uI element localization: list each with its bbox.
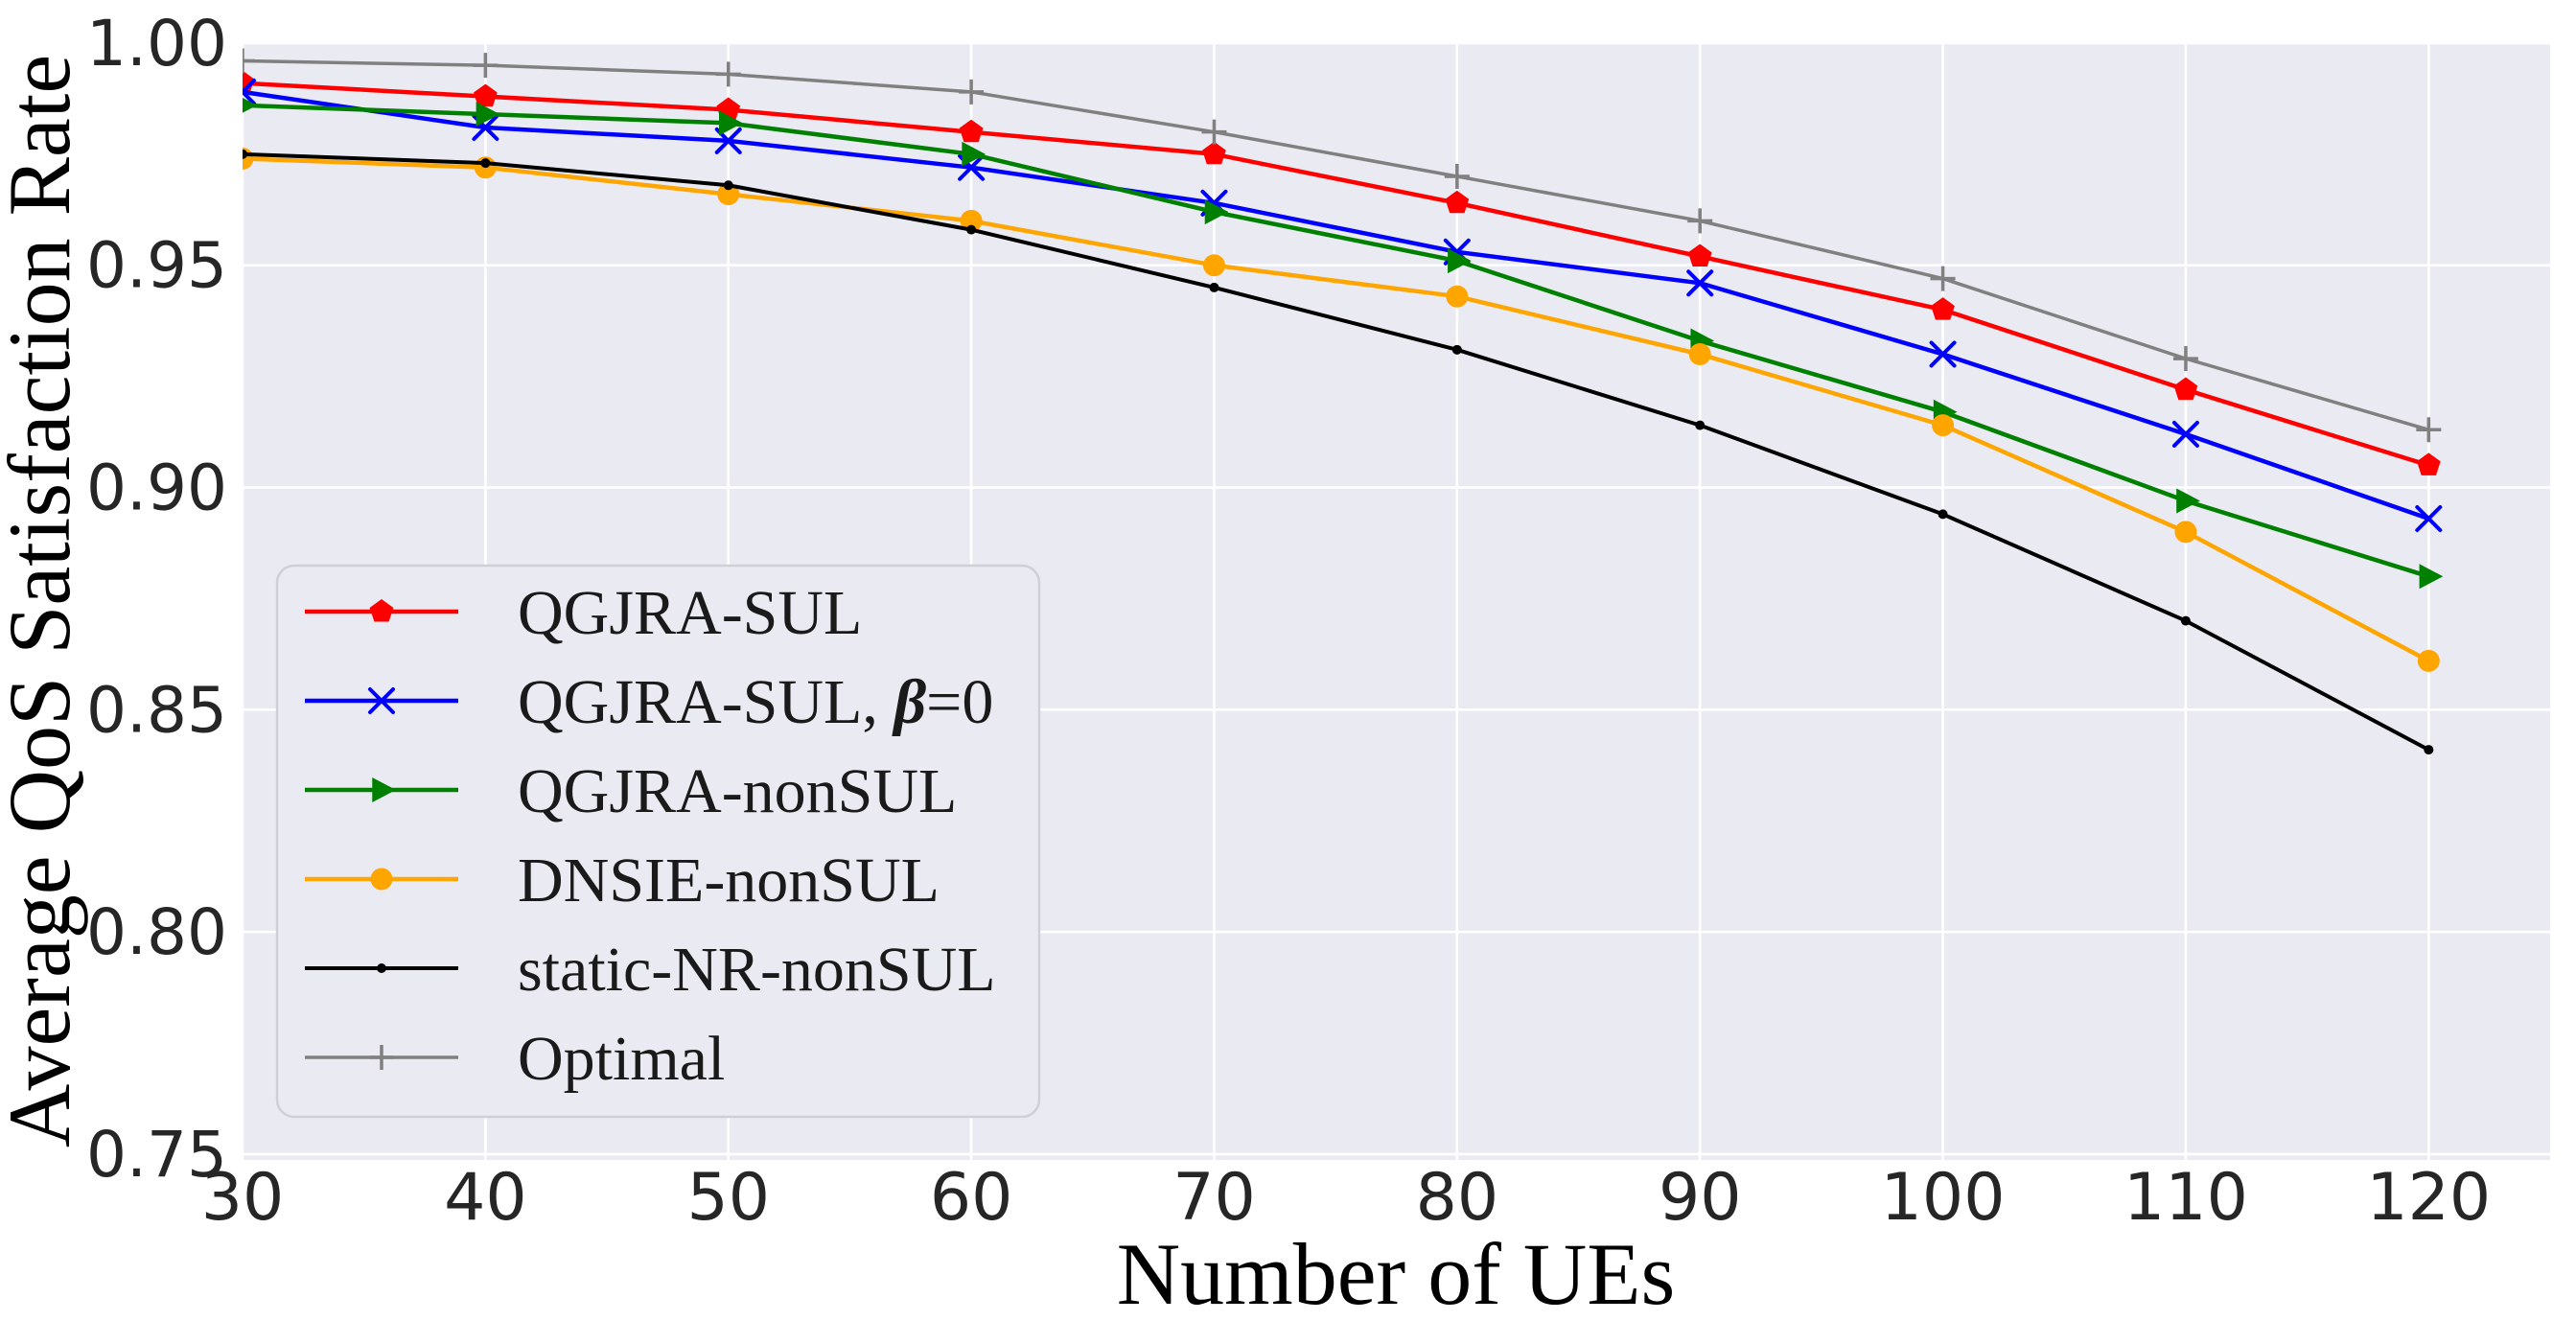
series-line-static-nr-nonsul xyxy=(243,151,2430,752)
series-line-dnsie-nonsul xyxy=(243,156,2430,663)
x-tick-label: 40 xyxy=(444,1160,527,1236)
x-tick-label: 60 xyxy=(930,1160,1013,1236)
data-point-marker-x xyxy=(2171,420,2199,448)
data-point-marker-x xyxy=(2415,504,2443,532)
series-line-qgjra-nonsul xyxy=(243,103,2429,579)
data-point-marker-point xyxy=(1695,420,1706,430)
data-point-marker-point xyxy=(243,149,247,159)
x-tick-label: 80 xyxy=(1416,1160,1499,1236)
data-point-marker-x xyxy=(714,127,742,154)
y-tick-label: 1.00 xyxy=(86,7,227,81)
data-point-marker-pentagon xyxy=(2417,452,2441,475)
data-point-marker-pentagon xyxy=(1202,141,1226,165)
data-point-marker-triangle-right xyxy=(2419,564,2444,590)
data-point-marker-circle xyxy=(1932,414,1955,437)
data-point-marker-pentagon xyxy=(1445,190,1470,214)
data-point-marker-circle xyxy=(1446,285,1469,308)
data-point-marker-triangle-right xyxy=(962,141,986,167)
legend-item-optimal: Optimal xyxy=(305,1024,725,1094)
legend-label: QGJRA-nonSUL xyxy=(518,756,957,826)
series-line-qgjra-sul xyxy=(243,81,2429,468)
data-point-marker-x xyxy=(1686,269,1714,297)
data-point-marker-x xyxy=(243,89,256,105)
legend-item-static-nr-nonsul: static-NR-nonSUL xyxy=(305,935,996,1005)
data-point-marker-pentagon xyxy=(474,83,498,107)
legend-item-qgjra-nonsul: QGJRA-nonSUL xyxy=(305,756,957,826)
data-point-marker-triangle-right xyxy=(2176,488,2200,514)
data-point-marker-point xyxy=(1451,344,1462,355)
data-point-marker-x xyxy=(958,153,986,181)
data-point-marker-point xyxy=(1209,282,1219,292)
data-point-marker-pentagon xyxy=(959,119,984,143)
data-point-marker-point xyxy=(2424,745,2434,755)
data-point-marker-circle xyxy=(717,183,740,206)
x-axis-tick-labels: 30 40 50 60 70 80 90 100 110 120 xyxy=(201,1160,2491,1236)
data-point-marker-circle xyxy=(370,868,393,891)
y-tick-label: 0.85 xyxy=(86,673,227,747)
x-tick-label: 120 xyxy=(2366,1160,2491,1236)
legend-item-qgjra-sul-0: QGJRA-SUL, β=0 xyxy=(305,667,993,737)
data-point-marker-triangle-right xyxy=(718,110,743,136)
data-point-marker-pentagon xyxy=(369,599,394,622)
legend-label: static-NR-nonSUL xyxy=(518,935,996,1005)
legend-label: QGJRA-SUL xyxy=(518,578,862,648)
data-point-marker-point xyxy=(2180,615,2191,626)
data-point-marker-triangle-right xyxy=(476,102,500,127)
data-point-marker-triangle-right xyxy=(1204,199,1229,225)
data-point-marker-point xyxy=(723,180,733,191)
x-tick-label: 70 xyxy=(1172,1160,1256,1236)
x-tick-label: 30 xyxy=(201,1160,285,1236)
data-point-marker-triangle-right xyxy=(372,777,396,802)
x-tick-label: 110 xyxy=(2123,1160,2248,1236)
legend-label: QGJRA-SUL, β=0 xyxy=(518,667,993,737)
data-point-marker-pentagon xyxy=(1931,297,1955,320)
data-point-marker-circle xyxy=(1688,342,1711,365)
data-point-marker-triangle-right xyxy=(1448,248,1472,274)
y-tick-label: 0.90 xyxy=(86,452,227,525)
x-tick-label: 90 xyxy=(1659,1160,1742,1236)
data-point-marker-circle xyxy=(2417,649,2440,672)
series-optimal xyxy=(243,48,2442,443)
y-tick-label: 0.80 xyxy=(86,895,227,969)
legend: QGJRA-SUL QGJRA-SUL, β=0 QGJRA-nonSUL DNSIE… xyxy=(275,564,1041,1119)
legend-box xyxy=(275,564,1041,1119)
data-point-marker-pentagon xyxy=(2173,377,2198,401)
data-point-marker-x xyxy=(243,78,256,95)
legend-item-dnsie-nonsul: DNSIE-nonSUL xyxy=(305,846,940,915)
x-axis-title: Number of UEs xyxy=(1117,1225,1676,1321)
data-point-marker-circle xyxy=(1202,254,1225,277)
x-tick-label: 50 xyxy=(686,1160,770,1236)
series-line-qgjra-sul-0 xyxy=(243,89,2430,521)
data-point-marker-x xyxy=(472,114,499,142)
data-point-marker-point xyxy=(377,963,386,973)
series-qgjra-sul xyxy=(243,70,2441,475)
data-point-marker-point xyxy=(480,158,491,169)
data-point-marker-point xyxy=(1938,509,1948,520)
data-point-marker-x xyxy=(1929,340,1957,368)
data-point-marker-triangle-right xyxy=(243,97,257,113)
x-tick-label: 100 xyxy=(1881,1160,2006,1236)
data-point-marker-x xyxy=(368,687,395,714)
data-point-marker-circle xyxy=(2174,521,2197,544)
y-tick-label: 0.95 xyxy=(86,229,227,303)
y-tick-label: 0.75 xyxy=(86,1118,227,1192)
data-series-group xyxy=(243,48,2444,755)
series-static-nr-nonsul xyxy=(243,149,2434,755)
data-point-marker-pentagon xyxy=(1687,243,1712,267)
data-point-marker-point xyxy=(966,224,977,235)
series-line-optimal xyxy=(243,58,2429,431)
legend-item-qgjra-sul: QGJRA-SUL xyxy=(305,578,862,648)
y-axis-title: Average QoS Satisfaction Rate xyxy=(0,55,88,1147)
y-axis-tick-labels: 0.75 0.80 0.85 0.90 0.95 1.00 xyxy=(86,7,227,1192)
data-point-marker-circle xyxy=(960,209,983,232)
legend-label: DNSIE-nonSUL xyxy=(518,846,940,915)
legend-label: Optimal xyxy=(518,1024,725,1094)
